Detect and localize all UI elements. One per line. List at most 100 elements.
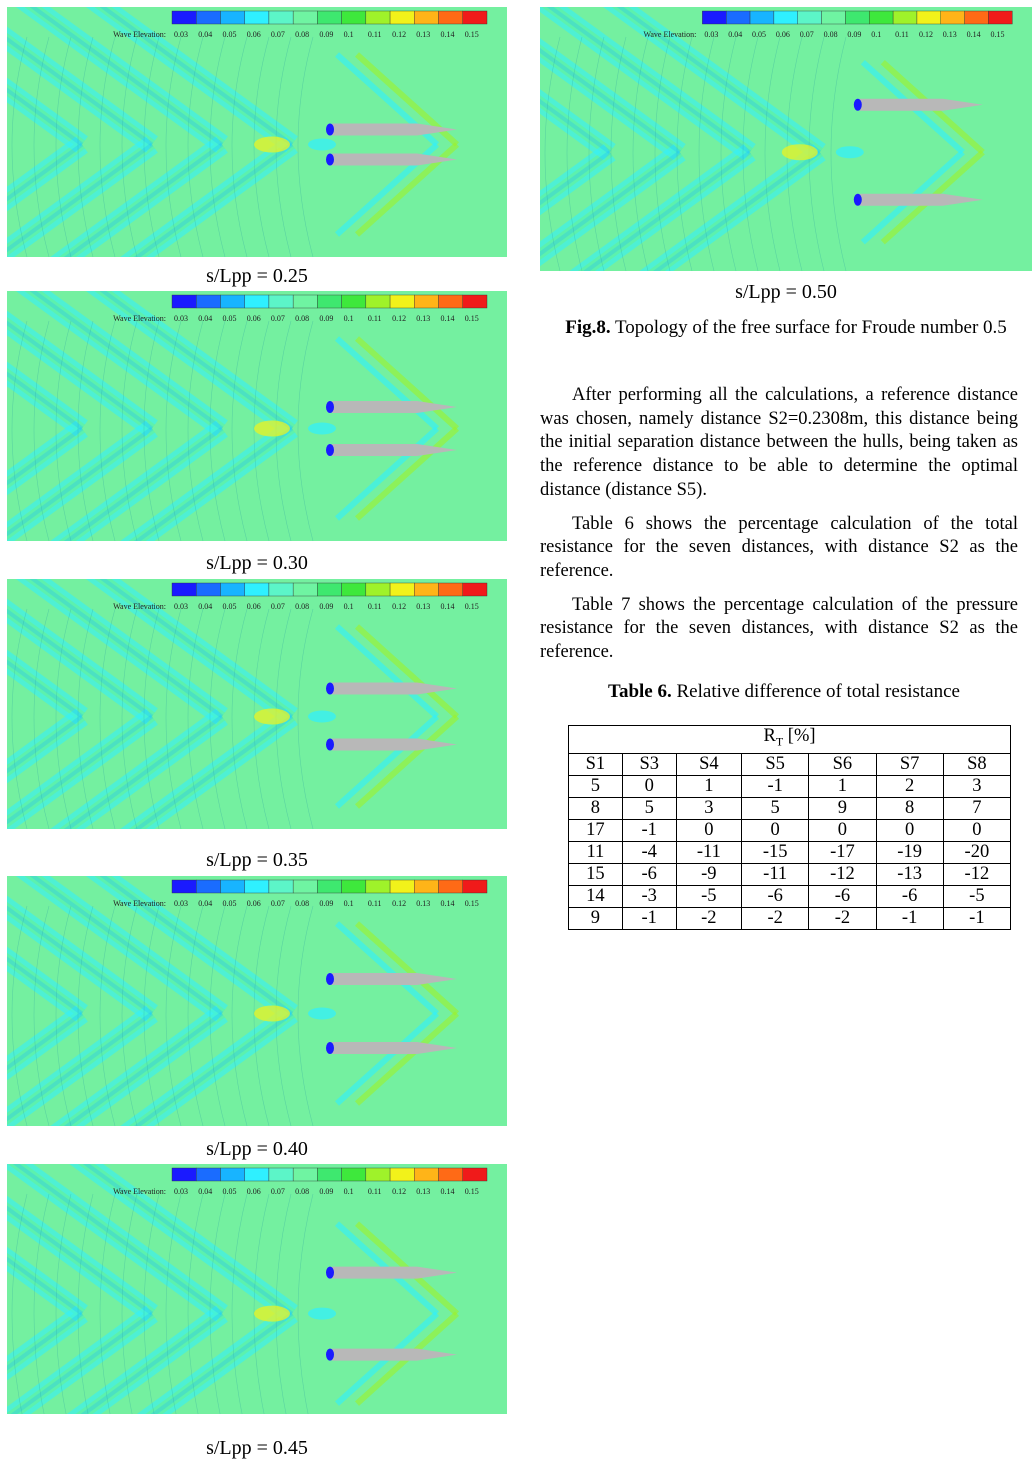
panel-caption-040: s/Lpp = 0.40 (206, 1138, 308, 1160)
table-cell: -2 (808, 906, 877, 930)
legend-swatch (341, 1167, 367, 1182)
legend-tick: 0.09 (847, 30, 861, 39)
hull-bow-marker (326, 1348, 334, 1361)
legend-tick: 0.07 (271, 602, 285, 611)
table-cell: 8 (568, 796, 623, 820)
legend-title: Wave Elevation: (113, 899, 166, 908)
paragraph-2: Table 6 shows the percentage calculation… (540, 513, 1018, 581)
table-row: 17 -1 0 0 0 0 0 (568, 818, 1012, 842)
table-cell: 5 (741, 796, 810, 820)
table-row: 14 -3 -5 -6 -6 -6 -5 (568, 884, 1012, 908)
hull-bow-marker (326, 401, 334, 413)
legend-swatch (268, 1167, 294, 1182)
legend-swatch (268, 879, 294, 894)
legend-swatch (196, 582, 221, 597)
legend-tick: 0.14 (441, 30, 455, 39)
legend-tick: 0.12 (392, 1187, 406, 1196)
table-cell: -1 (621, 818, 677, 842)
contour-panel-025: Wave Elevation: 0.03 0.04 0.05 0.06 0.07 0.08 0… (7, 7, 507, 257)
hull-shape (332, 973, 457, 985)
legend-swatch (389, 294, 415, 309)
table-cell: -12 (942, 862, 1012, 886)
table-cell: 0 (741, 818, 810, 842)
wake-pattern (7, 291, 460, 541)
legend-tick: 0.13 (416, 899, 430, 908)
legend-tick: 0.11 (368, 899, 382, 908)
table-cell: 0 (942, 818, 1012, 842)
wave-elevation-legend: Wave Elevation: 0.03 0.04 0.05 0.06 0.07 0.08 0… (113, 582, 488, 611)
figure-caption: Fig.8. Topology of the free surface for … (540, 316, 1032, 340)
legend-tick: 0.06 (247, 899, 261, 908)
panel-caption-045: s/Lpp = 0.45 (206, 1437, 308, 1459)
hull-bow-marker (326, 1266, 334, 1279)
wake-pattern (7, 579, 460, 829)
table-cell: -17 (808, 840, 877, 864)
table-cell: -5 (675, 884, 743, 908)
legend-tick: 0.15 (465, 314, 479, 323)
table-cell: -6 (621, 862, 677, 886)
legend-swatch (389, 1167, 415, 1182)
table-cell: -9 (675, 862, 743, 886)
legend-tick: 0.14 (441, 899, 455, 908)
table-caption-text: Relative difference of total resistance (676, 681, 960, 702)
legend-swatch (414, 1167, 439, 1182)
legend-tick: 0.08 (295, 30, 309, 39)
table-cell: -5 (942, 884, 1012, 908)
legend-swatch (462, 1167, 488, 1182)
legend-swatch (462, 582, 488, 597)
hull-bow-marker (326, 738, 334, 751)
hull-bow-marker (326, 973, 334, 985)
legend-swatch (317, 1167, 342, 1182)
wave-elevation-legend: Wave Elevation: 0.03 0.04 0.05 0.06 0.07 0.08 0… (113, 1167, 488, 1196)
legend-swatch (414, 10, 439, 25)
legend-tick: 0.06 (247, 602, 261, 611)
legend-swatch (462, 294, 488, 309)
table-cell: 9 (808, 796, 877, 820)
hull-bow-marker (326, 682, 334, 695)
legend-tick: 0.15 (465, 1187, 479, 1196)
body-text: After performing all the calculations, a… (540, 384, 1018, 675)
legend-swatch (749, 10, 775, 25)
legend-swatch (365, 582, 391, 597)
legend-tick: 0.12 (919, 30, 933, 39)
legend-tick: 0.07 (271, 899, 285, 908)
table-cell: -6 (875, 884, 944, 908)
legend-tick: 0.03 (174, 314, 188, 323)
legend-swatch (462, 879, 488, 894)
legend-swatch (244, 10, 270, 25)
wave-elevation-legend: Wave Elevation: 0.03 0.04 0.05 0.06 0.07 0.08 0… (643, 10, 1013, 39)
legend-swatch (292, 879, 318, 894)
legend-swatch (244, 294, 270, 309)
legend-tick: 0.08 (824, 30, 838, 39)
legend-tick: 0.05 (222, 899, 236, 908)
legend-tick: 0.07 (271, 1187, 285, 1196)
legend-tick: 0.08 (295, 1187, 309, 1196)
wave-elevation-legend: Wave Elevation: 0.03 0.04 0.05 0.06 0.07 0.08 0… (113, 879, 488, 908)
legend-swatch (196, 10, 221, 25)
table-column-header: S4 (675, 752, 743, 776)
legend-tick: 0.08 (295, 602, 309, 611)
table-cell: -1 (621, 906, 677, 930)
table-column-header: S1 (568, 752, 623, 776)
legend-tick: 0.13 (416, 314, 430, 323)
legend-swatch (988, 10, 1013, 25)
legend-swatch (389, 10, 415, 25)
table-cell: 5 (621, 796, 677, 820)
contour-panel-040: Wave Elevation: 0.03 0.04 0.05 0.06 0.07 0.08 0… (7, 876, 507, 1126)
table-cell: 7 (942, 796, 1012, 820)
hull-shape (332, 401, 457, 413)
table-cell: -4 (621, 840, 677, 864)
legend-swatch (317, 879, 342, 894)
legend-title: Wave Elevation: (113, 30, 166, 39)
table-row: 5 0 1 -1 1 2 3 (568, 774, 1012, 798)
wake-pattern (540, 7, 985, 271)
wake-pattern (7, 1164, 460, 1414)
legend-tick: 0.11 (368, 314, 382, 323)
hull-shape (332, 123, 457, 136)
legend-tick: 0.04 (198, 899, 212, 908)
legend-swatch (414, 879, 439, 894)
table-cell: -12 (808, 862, 877, 886)
legend-swatch (244, 1167, 270, 1182)
legend-tick: 0.14 (441, 602, 455, 611)
